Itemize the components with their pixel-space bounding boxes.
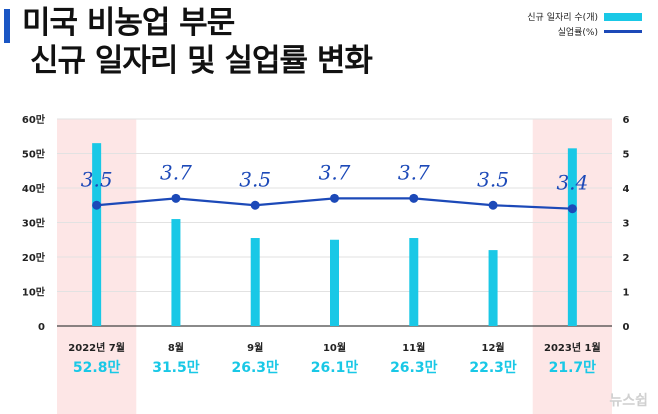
unemployment-point xyxy=(330,193,339,203)
rate-value-label: 3.5 xyxy=(239,167,271,191)
value-labels: 52.8만 31.5만 26.3만 26.1만 26.3만 22.3만 21.7만 xyxy=(73,360,596,376)
legend-label-jobs: 신규 일자리 수(개) xyxy=(527,13,598,23)
right-tick-label: 5 xyxy=(623,150,630,161)
category-label: 12월 xyxy=(482,342,505,354)
job-bar xyxy=(250,238,260,326)
bar-value-label: 31.5만 xyxy=(152,360,200,376)
left-tick-label: 50만 xyxy=(22,148,46,161)
bar-value-label: 26.3만 xyxy=(231,360,279,376)
rate-value-label: 3.7 xyxy=(398,160,430,184)
rate-value-label: 3.7 xyxy=(160,160,192,184)
rate-value-label: 3.5 xyxy=(477,167,509,191)
chart-title-line-2: 신규 일자리 및 실업률 변화 xyxy=(30,43,373,79)
category-label: 8월 xyxy=(168,342,184,354)
bar-value-label: 52.8만 xyxy=(73,360,121,376)
unemployment-point xyxy=(171,193,181,203)
left-tick-label: 0 xyxy=(38,322,45,333)
left-tick-label: 30만 xyxy=(22,217,46,230)
left-tick-label: 20만 xyxy=(22,251,46,264)
bar-value-label: 22.3만 xyxy=(469,360,517,376)
bar-value-label: 26.1만 xyxy=(311,360,359,376)
bar-value-label: 26.3만 xyxy=(390,360,438,376)
category-label: 11월 xyxy=(402,342,425,354)
left-tick-label: 10만 xyxy=(22,286,46,299)
unemployment-point xyxy=(250,200,260,210)
rate-value-label: 3.4 xyxy=(556,171,588,195)
job-bars xyxy=(92,143,577,326)
unemployment-point xyxy=(409,193,419,203)
unemployment-line xyxy=(92,193,577,214)
job-bar xyxy=(567,148,577,326)
chart-title: 미국 비농업 부문 신규 일자리 및 실업률 변화 xyxy=(22,4,373,80)
right-tick-label: 6 xyxy=(623,115,630,126)
legend-swatch-jobs xyxy=(604,12,642,21)
job-bar xyxy=(330,239,339,326)
right-tick-label: 2 xyxy=(623,253,630,264)
category-label: 2023년 1월 xyxy=(544,341,601,354)
legend-label-unemployment: 실업률(%) xyxy=(557,28,598,38)
category-label: 2022년 7월 xyxy=(68,341,125,354)
right-tick-label: 1 xyxy=(623,288,630,299)
left-tick-label: 40만 xyxy=(22,182,46,195)
category-labels: 2022년 7월 8월 9월 10월 11월 12월 2023년 1월 xyxy=(68,341,600,354)
job-bar xyxy=(409,238,419,326)
job-bar xyxy=(92,143,102,326)
legend-swatch-unemployment xyxy=(604,30,642,33)
chart-title-line-1: 미국 비농업 부문 xyxy=(22,5,235,41)
category-label: 10월 xyxy=(323,342,346,354)
legend-entry-unemployment: 실업률(%) xyxy=(527,24,642,39)
bar-value-label: 21.7만 xyxy=(549,360,597,376)
rate-value-label: 3.7 xyxy=(319,160,351,184)
right-tick-label: 3 xyxy=(623,219,630,230)
job-bar xyxy=(171,219,181,326)
publisher-watermark: 뉴스쉽 xyxy=(609,393,648,409)
right-tick-label: 4 xyxy=(623,184,630,195)
left-axis-ticks: 0 10만 20만 30만 40만 50만 60만 xyxy=(22,113,46,333)
right-tick-label: 0 xyxy=(623,322,630,333)
unemployment-point xyxy=(567,204,577,214)
job-bar xyxy=(488,250,498,326)
legend-entry-jobs: 신규 일자리 수(개) xyxy=(527,9,642,24)
right-axis-ticks: 0 1 2 3 4 5 6 xyxy=(623,115,630,333)
rate-labels: 3.5 3.7 3.5 3.7 3.7 3.5 3.4 xyxy=(81,160,589,194)
unemployment-point xyxy=(488,200,498,210)
rate-value-label: 3.5 xyxy=(81,167,113,191)
chart-legend: 신규 일자리 수(개) 실업률(%) xyxy=(527,9,642,39)
left-tick-label: 60만 xyxy=(22,113,46,126)
category-label: 9월 xyxy=(247,342,263,354)
unemployment-point xyxy=(92,200,102,210)
title-accent-bar xyxy=(4,9,10,43)
